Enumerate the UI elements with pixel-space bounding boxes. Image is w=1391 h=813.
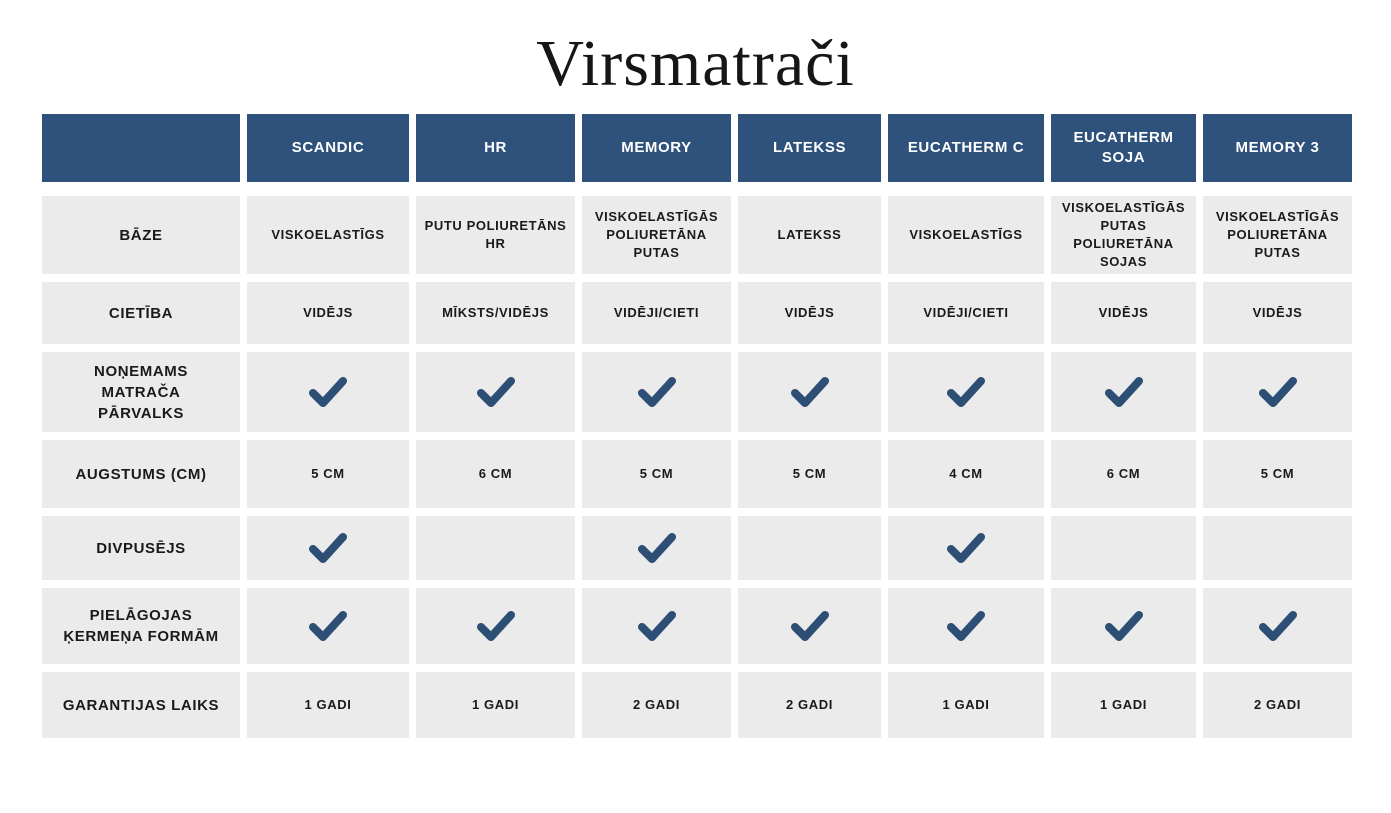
table-row-nonemams-parvalks: NOŅEMAMS MATRAČA PĀRVALKS: [42, 352, 1352, 432]
table-cell: VIDĒJS: [1051, 282, 1196, 344]
table-cell: 1 GADI: [416, 672, 575, 738]
table-cell: VISKOELASTĪGĀS POLIURETĀNA PUTAS: [582, 196, 731, 274]
table-cell: 2 GADI: [582, 672, 731, 738]
check-icon: [476, 376, 516, 408]
table-cell: [582, 588, 731, 664]
table-row-divpusejs: DIVPUSĒJS: [42, 516, 1352, 580]
table-cell: [582, 352, 731, 432]
table-cell: 5 CM: [582, 440, 731, 508]
row-label-baze: BĀZE: [42, 196, 240, 274]
row-label-nonemams-parvalks: NOŅEMAMS MATRAČA PĀRVALKS: [42, 352, 240, 432]
check-icon: [1258, 376, 1298, 408]
table-cell: VISKOELASTĪGS: [888, 196, 1044, 274]
row-label-garantijas: GARANTIJAS LAIKS: [42, 672, 240, 738]
table-cell: [738, 352, 881, 432]
table-cell: 5 CM: [738, 440, 881, 508]
table-cell: [1051, 352, 1196, 432]
header-cell-eucatherm-soja: EUCATHERM SOJA: [1051, 114, 1196, 182]
table-row-augstums: AUGSTUMS (CM) 5 CM 6 CM 5 CM 5 CM 4 CM 6…: [42, 440, 1352, 508]
table-cell: 1 GADI: [1051, 672, 1196, 738]
table-cell: 5 CM: [247, 440, 409, 508]
table-cell: LATEKSS: [738, 196, 881, 274]
table-cell: [1203, 516, 1352, 580]
check-icon: [1258, 610, 1298, 642]
table-cell: VISKOELASTĪGS: [247, 196, 409, 274]
table-cell: [1051, 516, 1196, 580]
table-cell: [738, 516, 881, 580]
table-cell: [247, 516, 409, 580]
check-icon: [637, 610, 677, 642]
table-cell: 4 CM: [888, 440, 1044, 508]
table-cell: [416, 588, 575, 664]
table-cell: [1051, 588, 1196, 664]
check-icon: [946, 610, 986, 642]
table-cell: [247, 352, 409, 432]
table-cell: 1 GADI: [888, 672, 1044, 738]
check-icon: [790, 610, 830, 642]
table-row-cietiba: CIETĪBA VIDĒJS MĪKSTS/VIDĒJS VIDĒJI/CIET…: [42, 282, 1352, 344]
table-cell: VIDĒJS: [738, 282, 881, 344]
header-cell-memory: MEMORY: [582, 114, 731, 182]
table-cell: VIDĒJI/CIETI: [582, 282, 731, 344]
table-cell: 2 GADI: [1203, 672, 1352, 738]
page-title: Virsmatrači: [536, 27, 855, 100]
check-icon: [1104, 376, 1144, 408]
check-icon: [308, 532, 348, 564]
table-header-row: SCANDIC HR MEMORY LATEKSS EUCATHERM C EU…: [42, 114, 1352, 182]
table-cell: PUTU POLIURETĀNS HR: [416, 196, 575, 274]
table-cell: VISKOELASTĪGĀS POLIURETĀNA PUTAS: [1203, 196, 1352, 274]
table-body: BĀZE VISKOELASTĪGS PUTU POLIURETĀNS HR V…: [42, 196, 1352, 738]
check-icon: [637, 376, 677, 408]
table-cell: [888, 588, 1044, 664]
check-icon: [476, 610, 516, 642]
table-row-garantijas: GARANTIJAS LAIKS 1 GADI 1 GADI 2 GADI 2 …: [42, 672, 1352, 738]
table-cell: [247, 588, 409, 664]
check-icon: [946, 376, 986, 408]
table-cell: VIDĒJI/CIETI: [888, 282, 1044, 344]
table-cell: [416, 352, 575, 432]
table-row-pielagojas: PIELĀGOJAS ĶERMEŅA FORMĀM: [42, 588, 1352, 664]
table-row-baze: BĀZE VISKOELASTĪGS PUTU POLIURETĀNS HR V…: [42, 196, 1352, 274]
check-icon: [308, 376, 348, 408]
table-cell: 6 CM: [416, 440, 575, 508]
check-icon: [1104, 610, 1144, 642]
check-icon: [790, 376, 830, 408]
table-cell: 1 GADI: [247, 672, 409, 738]
header-cell-hr: HR: [416, 114, 575, 182]
table-cell: [416, 516, 575, 580]
row-label-cietiba: CIETĪBA: [42, 282, 240, 344]
table-cell: MĪKSTS/VIDĒJS: [416, 282, 575, 344]
header-cell-empty: [42, 114, 240, 182]
row-label-divpusejs: DIVPUSĒJS: [42, 516, 240, 580]
table-cell: 2 GADI: [738, 672, 881, 738]
table-cell: 5 CM: [1203, 440, 1352, 508]
table-cell: [888, 516, 1044, 580]
header-cell-memory-3: MEMORY 3: [1203, 114, 1352, 182]
check-icon: [637, 532, 677, 564]
row-label-augstums: AUGSTUMS (CM): [42, 440, 240, 508]
table-cell: [1203, 588, 1352, 664]
table-cell: [738, 588, 881, 664]
header-cell-eucatherm-c: EUCATHERM C: [888, 114, 1044, 182]
table-cell: VIDĒJS: [1203, 282, 1352, 344]
header-cell-latekss: LATEKSS: [738, 114, 881, 182]
header-cell-scandic: SCANDIC: [247, 114, 409, 182]
check-icon: [308, 610, 348, 642]
row-label-pielagojas: PIELĀGOJAS ĶERMEŅA FORMĀM: [42, 588, 240, 664]
table-cell: VISKOELASTĪGĀS PUTAS POLIURETĀNA SOJAS: [1051, 196, 1196, 274]
table-cell: [1203, 352, 1352, 432]
table-cell: VIDĒJS: [247, 282, 409, 344]
check-icon: [946, 532, 986, 564]
table-cell: 6 CM: [1051, 440, 1196, 508]
comparison-table: SCANDIC HR MEMORY LATEKSS EUCATHERM C EU…: [42, 114, 1352, 738]
table-cell: [888, 352, 1044, 432]
table-cell: [582, 516, 731, 580]
